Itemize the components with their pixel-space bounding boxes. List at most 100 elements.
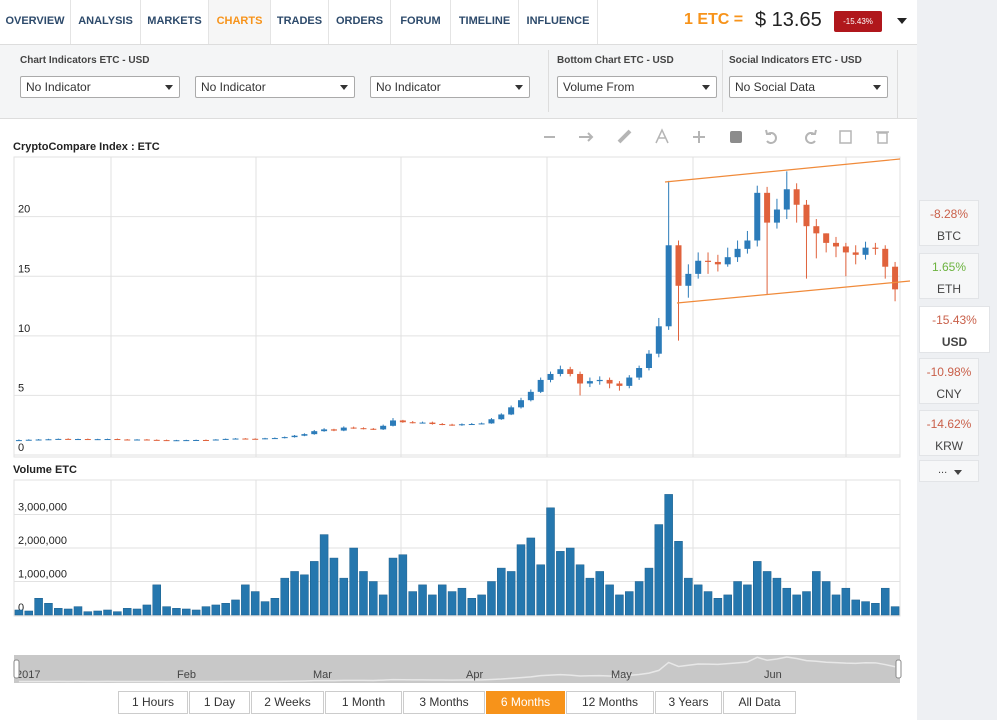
indicator-select[interactable]: Volume From	[557, 76, 717, 98]
range-button[interactable]: 1 Hours	[118, 691, 188, 714]
conversion-item[interactable]: -15.43% USD	[919, 306, 990, 353]
indicator-select[interactable]: No Social Data	[729, 76, 888, 98]
candle-body	[498, 414, 505, 420]
volume-bar	[792, 594, 801, 616]
price-label: 1 ETC =	[684, 11, 744, 28]
volume-bar	[733, 581, 742, 616]
candle-body	[773, 209, 780, 223]
candle-body	[193, 439, 200, 441]
volume-bar	[713, 598, 723, 616]
toolbar[interactable]	[544, 128, 889, 144]
range-button[interactable]: All Data	[723, 691, 796, 714]
candle-body	[803, 204, 810, 227]
vertical-grid	[110, 157, 847, 616]
volume-bar	[723, 594, 732, 616]
conversion-item[interactable]: -8.28% BTC	[919, 200, 979, 246]
nav-tab[interactable]: ANALYSIS	[71, 0, 141, 44]
select-caret	[873, 85, 881, 90]
candle-body	[262, 438, 269, 440]
volume-bar	[83, 611, 93, 616]
indicator-group-title: Social Indicators ETC - USD	[729, 55, 862, 66]
candle-body	[35, 439, 42, 441]
candle-body	[114, 439, 121, 441]
candle-body	[833, 242, 840, 247]
volume-bar	[762, 571, 772, 616]
nav-tab[interactable]: TRADES	[271, 0, 329, 44]
volume-bar	[260, 601, 270, 616]
more-caret	[954, 470, 962, 475]
volume-bar	[280, 577, 289, 616]
conversion-item[interactable]: 1.65% ETH	[919, 253, 979, 299]
candle-body	[380, 425, 387, 430]
volume-bar	[408, 591, 417, 616]
candle-body	[163, 440, 170, 442]
candle-body	[537, 379, 544, 392]
candle-body	[596, 379, 603, 382]
nav-tab[interactable]: INFLUENCE	[519, 0, 598, 44]
indicator-select[interactable]: No Indicator	[195, 76, 355, 98]
volume-bar	[526, 537, 536, 616]
volume-bar	[575, 564, 585, 616]
conversion-more[interactable]: ...	[919, 460, 979, 482]
candle-body	[714, 261, 721, 265]
navigator-handle[interactable]	[895, 659, 902, 679]
candle-body	[754, 192, 761, 241]
volume-bar	[428, 594, 437, 616]
navigator-label: Apr	[466, 669, 483, 681]
candle-body	[399, 420, 406, 423]
candle-body	[124, 439, 131, 441]
volume-bar	[644, 567, 654, 616]
range-button[interactable]: 6 Months	[486, 691, 565, 714]
candle-body	[636, 368, 643, 378]
y-tick-label: 2,000,000	[18, 535, 67, 547]
volume-bar	[63, 608, 73, 616]
candle-body	[301, 434, 308, 436]
volume-bar	[625, 591, 634, 616]
nav-tab[interactable]: FORUM	[391, 0, 451, 44]
range-button[interactable]: 3 Months	[403, 691, 485, 714]
range-button[interactable]: 12 Months	[566, 691, 654, 714]
nav-tab[interactable]: MARKETS	[141, 0, 209, 44]
candle-body	[153, 439, 160, 441]
nav-tab[interactable]: CHARTS	[209, 0, 271, 44]
volume-bar	[693, 584, 703, 616]
volume-bar	[437, 584, 447, 616]
range-button[interactable]: 2 Weeks	[251, 691, 324, 714]
conversion-item[interactable]: -14.62% KRW	[919, 410, 979, 456]
candle-body	[685, 273, 692, 286]
candle-body	[340, 427, 347, 431]
candle-body	[25, 439, 32, 441]
nav-tab[interactable]: TIMELINE	[451, 0, 519, 44]
conversion-symbol: CNY	[936, 387, 962, 401]
navigator-handle[interactable]	[13, 659, 20, 679]
nav-tab[interactable]: ORDERS	[329, 0, 391, 44]
candle-body	[419, 422, 426, 424]
conversion-item[interactable]: -10.98% CNY	[919, 358, 979, 404]
navigator-label: Feb	[177, 669, 196, 681]
candle-body	[488, 419, 495, 424]
volume-bar	[201, 606, 211, 616]
volume-bar	[615, 594, 624, 616]
indicator-select[interactable]: No Indicator	[370, 76, 530, 98]
range-button[interactable]: 3 Years	[655, 691, 722, 714]
candle-body	[862, 247, 869, 255]
nav-tab[interactable]: OVERVIEW	[0, 0, 71, 44]
candle-body	[567, 369, 574, 374]
range-button[interactable]: 1 Day	[189, 691, 250, 714]
candle-body	[705, 260, 712, 262]
indicator-select[interactable]: No Indicator	[20, 76, 180, 98]
candle-body	[252, 438, 259, 440]
y-tick-label: 20	[18, 204, 30, 216]
price-menu[interactable]	[897, 18, 907, 24]
volume-bar	[191, 609, 201, 616]
indicator-select-text: No Indicator	[201, 80, 266, 94]
volume-bar	[890, 606, 900, 616]
volume-bar	[782, 587, 792, 616]
volume-bar	[73, 606, 83, 616]
volume-bar	[831, 594, 841, 616]
range-button[interactable]: 1 Month	[325, 691, 402, 714]
volume-bar	[290, 571, 299, 616]
volume-bar	[182, 608, 191, 616]
y-tick-label: 0	[18, 602, 24, 614]
volume-bar	[546, 507, 555, 616]
